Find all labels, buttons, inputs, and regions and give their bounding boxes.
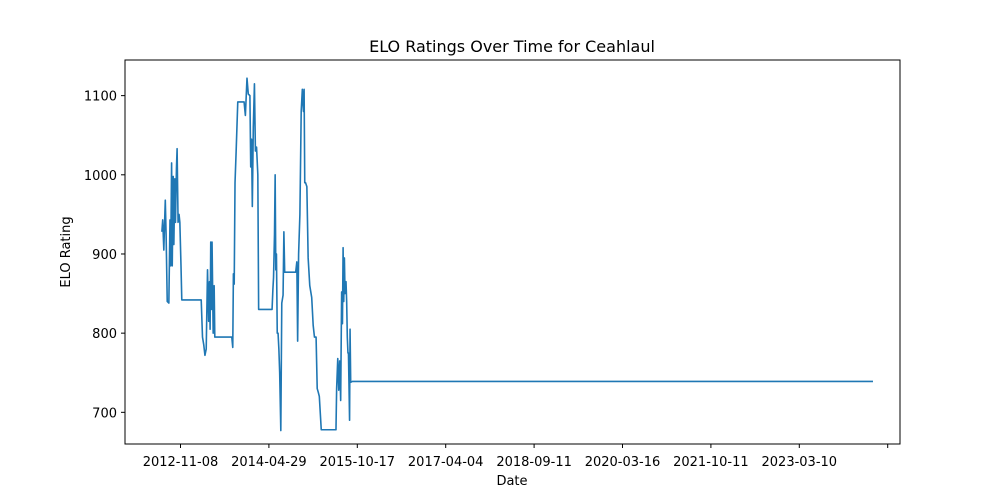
x-tick-label: 2018-09-11	[496, 455, 572, 470]
x-tick-label: 2021-10-11	[673, 455, 749, 470]
y-tick-label: 900	[92, 248, 117, 263]
x-tick-label: 2020-03-16	[585, 455, 661, 470]
x-tick-label: 2015-10-17	[320, 455, 396, 470]
axes-frame	[124, 59, 901, 445]
x-tick-label: 2014-04-29	[231, 455, 307, 470]
y-axis-ticks: 700 800 900 1000 1100	[84, 90, 125, 421]
x-tick-label: 2012-11-08	[143, 455, 219, 470]
y-axis-label: ELO Rating	[59, 216, 74, 287]
x-tick-label: 2023-03-10	[762, 455, 838, 470]
y-tick-label: 1100	[84, 90, 117, 105]
y-tick-label: 700	[92, 406, 117, 421]
series-line-0	[161, 77, 873, 432]
x-axis-label: Date	[496, 474, 527, 489]
x-tick-label: 2017-04-04	[408, 455, 484, 470]
y-tick-label: 1000	[84, 169, 117, 184]
x-axis-ticks: 2012-11-08 2014-04-29 2015-10-17 2017-04-04…	[143, 444, 889, 470]
y-tick-label: 800	[92, 327, 117, 342]
plot-area	[161, 77, 873, 432]
chart-title: ELO Ratings Over Time for Ceahlaul	[369, 37, 655, 56]
